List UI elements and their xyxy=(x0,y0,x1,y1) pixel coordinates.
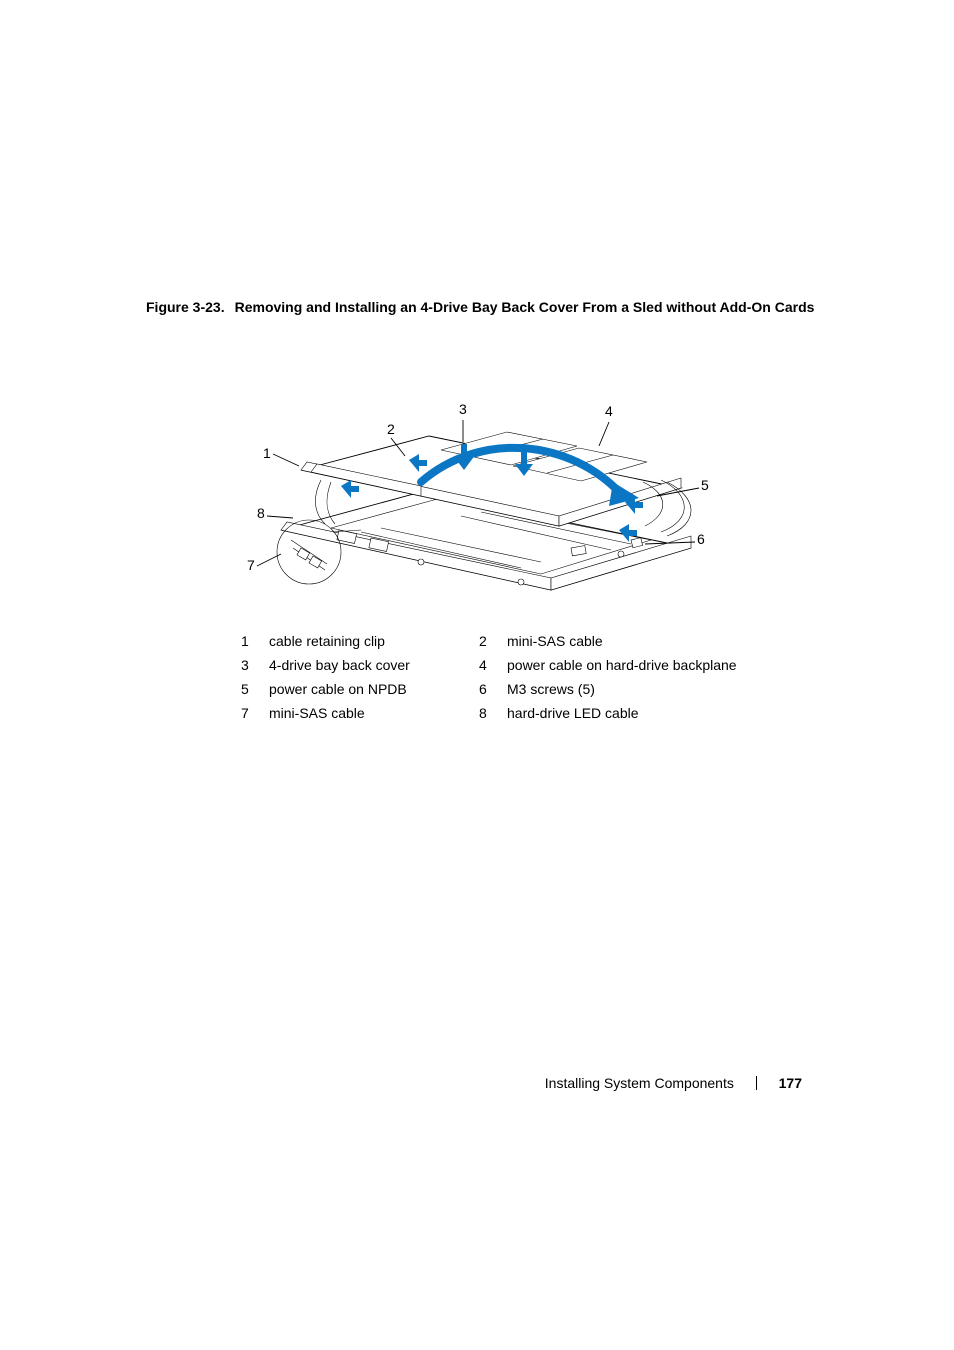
figure-legend: 1cable retaining clip2mini-SAS cable34-d… xyxy=(146,633,816,721)
callout-number: 4 xyxy=(605,403,613,419)
callout-number: 2 xyxy=(387,421,395,437)
footer-page-number: 177 xyxy=(779,1075,802,1091)
callout-number: 7 xyxy=(247,557,255,573)
legend-number: 4 xyxy=(479,657,507,673)
legend-text: mini-SAS cable xyxy=(507,633,816,649)
legend-text: power cable on hard-drive backplane xyxy=(507,657,816,673)
legend-number: 8 xyxy=(479,705,507,721)
figure-title: Removing and Installing an 4-Drive Bay B… xyxy=(235,299,815,315)
legend-text: mini-SAS cable xyxy=(269,705,479,721)
legend-text: M3 screws (5) xyxy=(507,681,816,697)
legend-number: 7 xyxy=(241,705,269,721)
figure-number: Figure 3-23. xyxy=(146,299,225,315)
page-footer: Installing System Components 177 xyxy=(0,1075,954,1091)
legend-text: hard-drive LED cable xyxy=(507,705,816,721)
legend-text: power cable on NPDB xyxy=(269,681,479,697)
footer-section: Installing System Components xyxy=(545,1075,734,1091)
legend-number: 5 xyxy=(241,681,269,697)
figure-caption: Figure 3-23. Removing and Installing an 4… xyxy=(146,298,816,316)
legend-number: 3 xyxy=(241,657,269,673)
callout-number: 8 xyxy=(257,505,265,521)
footer-separator xyxy=(756,1076,757,1090)
legend-number: 1 xyxy=(241,633,269,649)
legend-text: 4-drive bay back cover xyxy=(269,657,479,673)
legend-text: cable retaining clip xyxy=(269,633,479,649)
callout-number: 6 xyxy=(697,531,705,547)
callout-number: 5 xyxy=(701,477,709,493)
figure-illustration: 1 2 3 4 5 6 7 8 xyxy=(146,330,816,605)
callout-number: 3 xyxy=(459,401,467,417)
legend-number: 2 xyxy=(479,633,507,649)
callout-number: 1 xyxy=(263,445,271,461)
legend-number: 6 xyxy=(479,681,507,697)
